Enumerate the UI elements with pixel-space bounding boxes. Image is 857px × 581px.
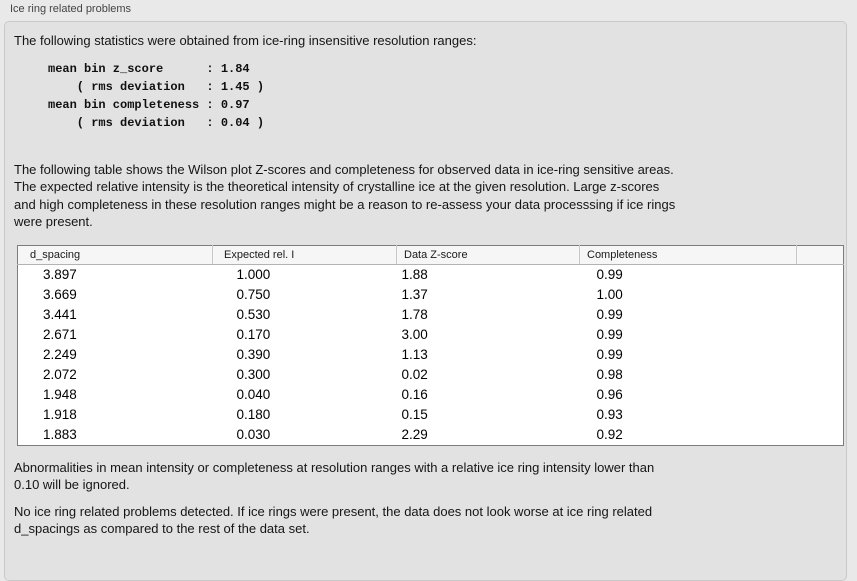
table-cell: 1.37: [401, 287, 428, 302]
table-cell: [797, 325, 844, 345]
table-cell: 0.99: [596, 307, 623, 322]
table-cell: 2.29: [401, 427, 428, 442]
table-row[interactable]: 3.897 1.000 1.88 0.99: [18, 264, 844, 285]
table-row[interactable]: 1.948 0.040 0.16 0.96: [18, 385, 844, 405]
table-cell: 0.02: [401, 367, 428, 382]
conclusion-text: No ice ring related problems detected. I…: [14, 503, 653, 537]
ice-ring-table: d_spacing Expected rel. I Data Z-score C…: [17, 244, 844, 446]
table-row[interactable]: 3.669 0.750 1.37 1.00: [18, 285, 844, 305]
table-cell: 0.92: [596, 427, 623, 442]
table-cell: 0.99: [596, 347, 623, 362]
table-cell: 0.530: [236, 307, 271, 322]
table-row[interactable]: 3.441 0.530 1.78 0.99: [18, 305, 844, 325]
table-cell: 1.13: [401, 347, 428, 362]
table-cell: 0.750: [236, 287, 271, 302]
table-cell: 1.88: [401, 267, 428, 282]
table-cell: [797, 365, 844, 385]
table-cell: 3.897: [43, 267, 77, 282]
table-row[interactable]: 2.671 0.170 3.00 0.99: [18, 325, 844, 345]
groupbox-title: Ice ring related problems: [10, 3, 132, 15]
table-cell: 1.948: [43, 387, 77, 402]
table-cell: 0.040: [236, 387, 271, 402]
table-cell: 1.00: [596, 287, 623, 302]
table-cell: [797, 345, 844, 365]
table-cell: 0.300: [236, 367, 271, 382]
table-cell: 0.180: [236, 407, 271, 422]
table-description-text: The following table shows the Wilson plo…: [14, 161, 676, 230]
table-cell: 1.000: [236, 267, 271, 282]
table-cell: 0.96: [596, 387, 623, 402]
column-header-expected-rel-i[interactable]: Expected rel. I: [212, 245, 397, 265]
table-cell: 0.15: [401, 407, 428, 422]
column-header-data-z-score[interactable]: Data Z-score: [396, 245, 580, 265]
column-header-empty: [796, 245, 844, 265]
table-cell: 2.671: [43, 327, 77, 342]
table-cell: [797, 405, 844, 425]
table-row[interactable]: 1.883 0.030 2.29 0.92: [18, 425, 844, 446]
ice-ring-panel: Ice ring related problems The following …: [4, 3, 847, 581]
ice-ring-groupbox: The following statistics were obtained f…: [4, 21, 847, 581]
table-cell: [797, 285, 844, 305]
ignore-note-text: Abnormalities in mean intensity or compl…: [14, 459, 655, 493]
table-cell: 1.78: [401, 307, 428, 322]
table-cell: 0.99: [596, 327, 623, 342]
table-cell: 0.99: [596, 267, 623, 282]
table-cell: 2.072: [43, 367, 77, 382]
table-cell: 0.030: [236, 427, 271, 442]
table-cell: 0.16: [401, 387, 428, 402]
column-header-d-spacing[interactable]: d_spacing: [17, 245, 213, 265]
table-cell: 3.669: [43, 287, 77, 302]
table-cell: 3.00: [401, 327, 428, 342]
column-header-completeness[interactable]: Completeness: [579, 245, 797, 265]
table-cell: 0.98: [596, 367, 623, 382]
table-cell: 3.441: [43, 307, 77, 322]
statistics-block: mean bin z_score : 1.84 ( rms deviation …: [48, 61, 265, 130]
table-cell: 0.390: [236, 347, 271, 362]
table-cell: [797, 305, 844, 325]
table-cell: 0.93: [596, 407, 623, 422]
table-row[interactable]: 2.249 0.390 1.13 0.99: [18, 345, 844, 365]
table-cell: [797, 425, 844, 446]
intro-text: The following statistics were obtained f…: [14, 33, 477, 48]
table-cell: [797, 385, 844, 405]
table-cell: 1.883: [43, 427, 77, 442]
table-header-row: d_spacing Expected rel. I Data Z-score C…: [17, 245, 844, 265]
table-cell: 2.249: [43, 347, 77, 362]
table-cell: 0.170: [236, 327, 271, 342]
table-cell: [797, 264, 844, 285]
table-row[interactable]: 2.072 0.300 0.02 0.98: [18, 365, 844, 385]
table-cell: 1.918: [43, 407, 77, 422]
table-row[interactable]: 1.918 0.180 0.15 0.93: [18, 405, 844, 425]
